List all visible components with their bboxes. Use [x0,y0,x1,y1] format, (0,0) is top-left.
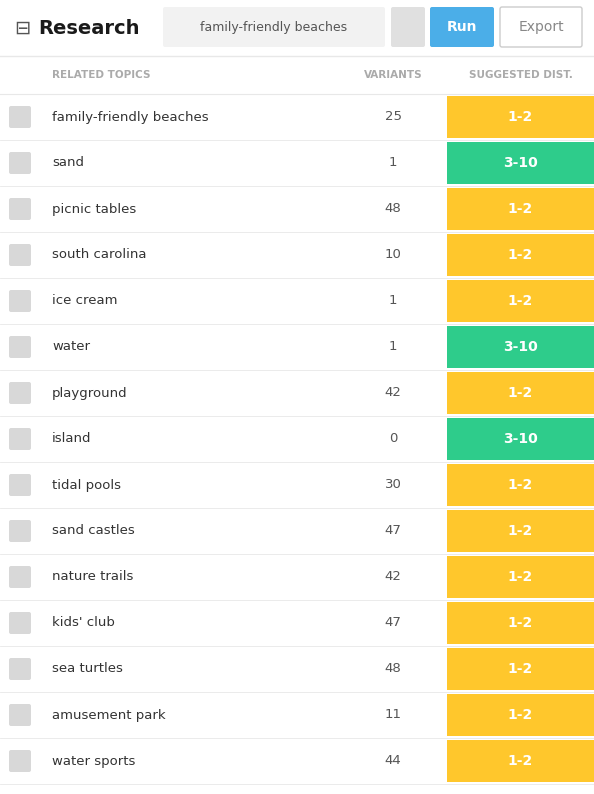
FancyBboxPatch shape [9,612,31,634]
Text: 1-2: 1-2 [508,386,533,400]
Text: 1: 1 [388,295,397,307]
Bar [447,464,594,506]
Text: 1-2: 1-2 [508,110,533,124]
Text: ⊟: ⊟ [14,18,30,37]
Text: island: island [52,433,91,445]
Text: 48: 48 [385,202,402,215]
Text: water: water [52,341,90,353]
Bar [447,418,594,460]
Text: 1-2: 1-2 [508,294,533,308]
Text: 1-2: 1-2 [508,616,533,630]
Bar [447,234,594,276]
Text: picnic tables: picnic tables [52,202,136,215]
Text: 1: 1 [388,341,397,353]
Bar [447,510,594,552]
Bar [447,556,594,598]
Text: 1-2: 1-2 [508,202,533,216]
Text: kids' club: kids' club [52,616,115,630]
Text: 1-2: 1-2 [508,662,533,676]
Text: 10: 10 [384,249,402,261]
Text: water sports: water sports [52,754,135,768]
FancyBboxPatch shape [9,704,31,726]
Text: 1-2: 1-2 [508,248,533,262]
Text: sand: sand [52,156,84,169]
Text: family-friendly beaches: family-friendly beaches [52,110,208,124]
FancyBboxPatch shape [9,750,31,772]
FancyBboxPatch shape [391,7,425,47]
Text: sand castles: sand castles [52,525,135,538]
FancyBboxPatch shape [163,7,385,47]
Text: Research: Research [38,18,140,37]
Text: 47: 47 [384,616,402,630]
Bar [447,372,594,414]
Bar [447,188,594,230]
Text: south carolina: south carolina [52,249,147,261]
FancyBboxPatch shape [9,658,31,680]
Text: 1-2: 1-2 [508,478,533,492]
FancyBboxPatch shape [500,7,582,47]
Text: 3-10: 3-10 [503,156,538,170]
Text: Run: Run [447,20,477,34]
Text: 3-10: 3-10 [503,340,538,354]
Text: 1: 1 [388,156,397,169]
FancyBboxPatch shape [9,382,31,404]
Text: 1-2: 1-2 [508,524,533,538]
Text: 25: 25 [384,110,402,124]
Text: ice cream: ice cream [52,295,118,307]
Bar [447,694,594,736]
Bar [447,326,594,368]
Text: 11: 11 [384,708,402,722]
Text: RELATED TOPICS: RELATED TOPICS [52,70,150,80]
Text: 47: 47 [384,525,402,538]
Bar [447,740,594,782]
Text: VARIANTS: VARIANTS [364,70,422,80]
Bar [447,96,594,138]
Text: tidal pools: tidal pools [52,479,121,491]
Text: 42: 42 [384,387,402,399]
Text: 1-2: 1-2 [508,708,533,722]
FancyBboxPatch shape [9,474,31,496]
Bar [165,9,383,45]
FancyBboxPatch shape [430,7,494,47]
Text: amusement park: amusement park [52,708,166,722]
Bar [447,280,594,322]
Text: 3-10: 3-10 [503,432,538,446]
FancyBboxPatch shape [9,566,31,588]
FancyBboxPatch shape [9,520,31,542]
Text: 0: 0 [389,433,397,445]
Text: playground: playground [52,387,128,399]
Bar [447,648,594,690]
Text: 30: 30 [384,479,402,491]
FancyBboxPatch shape [9,106,31,128]
FancyBboxPatch shape [9,152,31,174]
Text: 1-2: 1-2 [508,570,533,584]
FancyBboxPatch shape [9,244,31,266]
Text: 44: 44 [385,754,402,768]
FancyBboxPatch shape [9,290,31,312]
Text: SUGGESTED DIST.: SUGGESTED DIST. [469,70,573,80]
Text: family-friendly beaches: family-friendly beaches [200,21,347,33]
Text: 1-2: 1-2 [508,754,533,768]
Text: sea turtles: sea turtles [52,662,123,676]
Text: Export: Export [518,20,564,34]
Text: 48: 48 [385,662,402,676]
Bar [447,142,594,184]
FancyBboxPatch shape [9,428,31,450]
Bar [447,602,594,644]
FancyBboxPatch shape [9,198,31,220]
Text: 42: 42 [384,571,402,584]
Text: nature trails: nature trails [52,571,134,584]
FancyBboxPatch shape [9,336,31,358]
